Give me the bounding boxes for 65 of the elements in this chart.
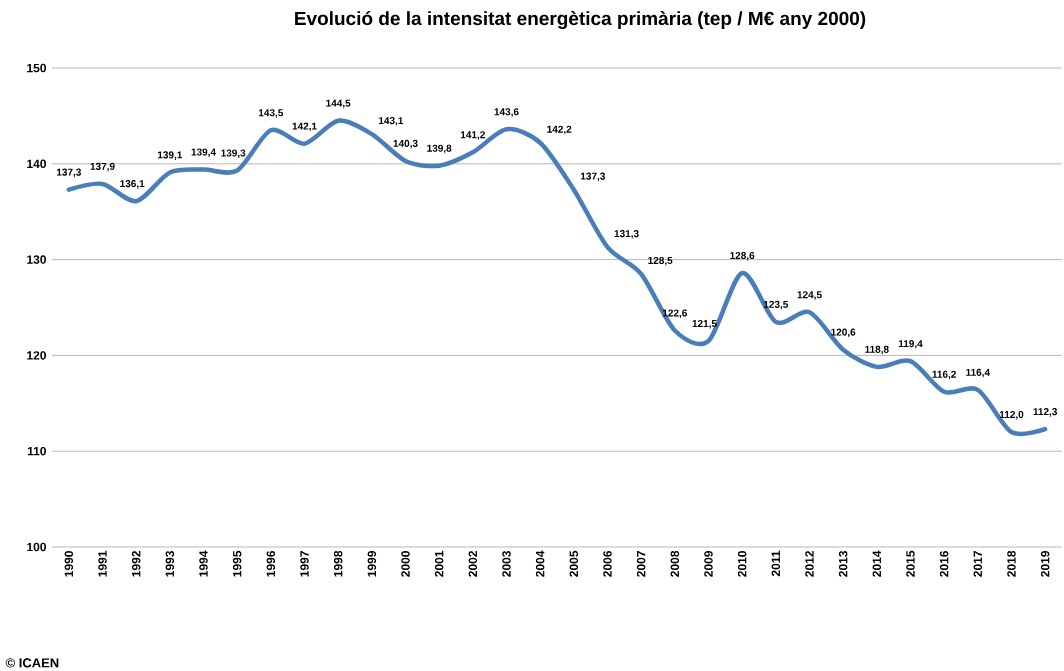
x-tick-label: 2019 xyxy=(1040,550,1050,577)
x-tick-label: 2016 xyxy=(939,550,949,577)
data-label: 116,4 xyxy=(966,368,990,378)
text: © ICAEN xyxy=(5,658,59,668)
data-label: 144,5 xyxy=(326,99,351,109)
data-label: 131,3 xyxy=(614,230,639,239)
x-tick-label: 2018 xyxy=(1007,550,1016,577)
y-tick-label: 110 xyxy=(27,446,46,456)
x-tick-label: 2000 xyxy=(401,551,410,577)
data-label: 137,3 xyxy=(56,168,81,178)
y-tick-label: 140 xyxy=(27,159,46,169)
data-label: 119,4 xyxy=(898,340,923,349)
x-tick-label: 2007 xyxy=(636,551,646,577)
data-label: 112,3 xyxy=(1033,408,1058,417)
x-tick-label: 2006 xyxy=(603,550,612,577)
data-label: 116,2 xyxy=(932,370,956,380)
data-label: 139,1 xyxy=(157,151,183,160)
data-label: 124,5 xyxy=(797,291,822,300)
x-tick-label: 2012 xyxy=(805,551,814,577)
x-tick-label: 2008 xyxy=(670,550,680,577)
data-label: 118,8 xyxy=(865,345,889,355)
x-tick-label: 2015 xyxy=(906,550,915,577)
x-tick-label: 1990 xyxy=(64,551,74,577)
data-label: 112,0 xyxy=(999,410,1024,420)
x-tick-label: 1991 xyxy=(98,550,107,577)
x-tick-label: 2010 xyxy=(737,551,747,577)
data-label: 143,5 xyxy=(258,109,284,118)
x-tick-label: 1994 xyxy=(199,550,208,577)
data-label: 139,4 xyxy=(191,148,216,158)
x-tick-label: 1999 xyxy=(367,550,377,577)
data-label: 128,5 xyxy=(648,256,673,266)
x-tick-label: 2014 xyxy=(872,550,882,577)
data-label: 142,1 xyxy=(292,122,317,132)
x-tick-label: 2004 xyxy=(535,550,545,577)
data-label: 141,2 xyxy=(460,131,485,140)
x-tick-label: 2013 xyxy=(838,550,848,577)
x-tick-label: 2002 xyxy=(468,551,478,577)
y-tick-label: 120 xyxy=(27,351,46,360)
chart-title: Evolució de la intensitat energètica primària (tep / M€ any 2000) xyxy=(295,11,866,29)
data-label: 142,2 xyxy=(547,125,572,135)
data-label: 120,6 xyxy=(831,328,856,338)
data-label: 143,1 xyxy=(378,117,404,126)
data-label: 137,9 xyxy=(90,162,115,172)
data-label: 143,6 xyxy=(494,108,519,117)
x-tick-label: 2003 xyxy=(502,550,511,577)
x-tick-label: 2011 xyxy=(771,550,781,577)
x-tick-label: 2017 xyxy=(973,551,983,577)
data-label: 136,1 xyxy=(120,180,145,189)
x-tick-label: 1998 xyxy=(333,550,343,577)
data-label: 139,3 xyxy=(221,149,246,158)
x-tick-label: 1993 xyxy=(165,550,175,577)
x-tick-label: 2001 xyxy=(434,550,444,577)
data-label: 139,8 xyxy=(427,144,452,154)
data-label: 140,3 xyxy=(393,139,418,149)
x-tick-label: 1996 xyxy=(266,550,276,577)
x-tick-label: 2005 xyxy=(569,550,579,577)
x-tick-label: 1997 xyxy=(300,551,309,577)
data-label: 137,3 xyxy=(580,172,606,182)
y-tick-label: 100 xyxy=(27,542,46,552)
x-tick-label: 1992 xyxy=(131,551,141,577)
data-label: 128,6 xyxy=(730,251,755,261)
x-tick-label: 1995 xyxy=(232,550,242,577)
x-tick-label: 2009 xyxy=(704,550,713,577)
y-tick-label: 130 xyxy=(27,255,46,264)
y-tick-label: 150 xyxy=(27,63,46,73)
